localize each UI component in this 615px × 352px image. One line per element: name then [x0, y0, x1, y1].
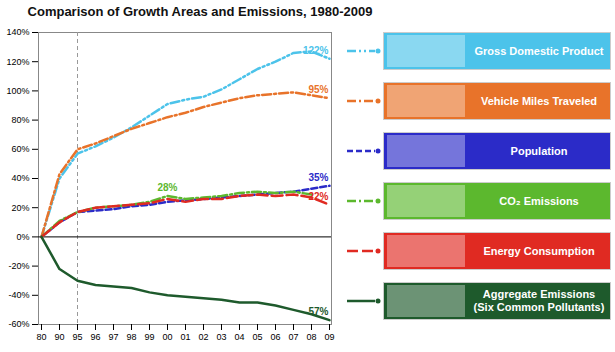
- svg-text:00: 00: [162, 332, 172, 342]
- svg-text:-20%: -20%: [8, 261, 29, 271]
- html-text:Comparison of Growth Areas and: Comparison of Growth Areas and Emissions…: [27, 4, 373, 19]
- html-text:Gross Domestic Product: Gross Domestic Product: [474, 44, 604, 57]
- svg-text:95: 95: [72, 332, 82, 342]
- svg-text:01: 01: [180, 332, 190, 342]
- html-text:Population: Population: [510, 144, 568, 157]
- svg-text:100%: 100%: [6, 86, 29, 96]
- svg-text:35%: 35%: [308, 172, 328, 183]
- svg-text:07: 07: [288, 332, 298, 342]
- svg-text:-57%: -57%: [305, 306, 328, 317]
- svg-text:122%: 122%: [303, 45, 329, 56]
- svg-text:97: 97: [108, 332, 118, 342]
- svg-text:05: 05: [252, 332, 262, 342]
- svg-text:98: 98: [126, 332, 136, 342]
- svg-text:28%: 28%: [157, 182, 177, 193]
- html-text:Energy Consumption: Energy Consumption: [483, 244, 595, 257]
- html-text:Aggregate Emissions (Six Commo: Aggregate Emissions (Six Common Pollutan…: [473, 288, 605, 313]
- svg-text:99: 99: [144, 332, 154, 342]
- svg-text:60%: 60%: [11, 144, 29, 154]
- svg-text:80: 80: [36, 332, 46, 342]
- svg-text:20%: 20%: [11, 203, 29, 213]
- svg-text:08: 08: [306, 332, 316, 342]
- svg-text:02: 02: [198, 332, 208, 342]
- svg-text:96: 96: [90, 332, 100, 342]
- svg-text:140%: 140%: [6, 27, 29, 37]
- svg-text:0%: 0%: [16, 232, 29, 242]
- svg-text:95%: 95%: [308, 84, 328, 95]
- svg-text:03: 03: [216, 332, 226, 342]
- html-text:Vehicle Miles Traveled: Vehicle Miles Traveled: [480, 94, 598, 107]
- svg-text:04: 04: [234, 332, 244, 342]
- svg-text:09: 09: [324, 332, 334, 342]
- svg-text:-60%: -60%: [8, 319, 29, 329]
- svg-text:06: 06: [270, 332, 280, 342]
- svg-text:90: 90: [54, 332, 64, 342]
- html-text:CO₂ Emissions: CO₂ Emissions: [499, 194, 579, 207]
- svg-text:80%: 80%: [11, 115, 29, 125]
- svg-text:22%: 22%: [308, 191, 328, 202]
- svg-text:120%: 120%: [6, 57, 29, 67]
- svg-text:40%: 40%: [11, 173, 29, 183]
- svg-text:-40%: -40%: [8, 290, 29, 300]
